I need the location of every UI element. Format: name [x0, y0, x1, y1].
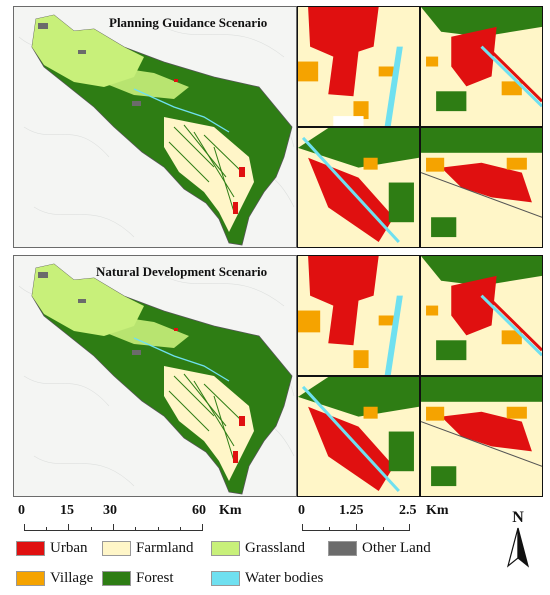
legend-swatch: [211, 541, 240, 556]
zoom-grid-natural: [297, 255, 543, 497]
legend-swatch: [16, 541, 45, 556]
farmland-forest-streaks: [168, 124, 243, 213]
scale-tick: [409, 524, 410, 531]
legend-label: Other Land: [362, 540, 431, 556]
legend-swatch: [102, 571, 131, 586]
urban-patches: [174, 328, 245, 463]
grassland-zone: [109, 316, 189, 348]
zoom-cell: [298, 128, 419, 247]
scale-tick: [202, 524, 203, 531]
zoom-cell: [298, 256, 419, 375]
legend-item-other-land: Other Land: [328, 540, 431, 557]
scale-tick: [158, 527, 159, 531]
scale-tick-label: 0: [298, 503, 305, 518]
legend-item-urban: Urban: [16, 540, 88, 557]
scale-tick: [46, 527, 47, 531]
grassland-zone: [109, 67, 189, 99]
river: [133, 337, 230, 382]
north-label: N: [512, 509, 524, 526]
legend-swatch: [211, 571, 240, 586]
legend-label: Farmland: [136, 540, 194, 556]
zoom-cell: [421, 377, 542, 496]
scale-unit: Km: [426, 503, 449, 518]
scale-tick: [135, 527, 136, 531]
legend-item-farmland: Farmland: [102, 540, 194, 557]
legend-item-village: Village: [16, 570, 93, 587]
farmland-forest-streaks: [168, 373, 243, 462]
north-arrow-icon: [506, 527, 530, 568]
other-land-patches: [38, 23, 141, 106]
scale-tick-label: 2.5: [399, 503, 417, 518]
other-land-patches: [38, 272, 141, 355]
scale-tick: [383, 527, 384, 531]
legend-label: Forest: [136, 570, 174, 586]
scale-tick-label: 0: [18, 503, 25, 518]
scale-tick-label: 1.25: [339, 503, 364, 518]
scale-tick: [329, 527, 330, 531]
legend-label: Grassland: [245, 540, 305, 556]
legend-item-grassland: Grassland: [211, 540, 305, 557]
zoom-grid-planning: [297, 6, 543, 248]
legend-label: Village: [50, 570, 94, 586]
scale-unit: Km: [219, 503, 242, 518]
legend-label: Water bodies: [245, 570, 324, 586]
legend-label: Urban: [50, 540, 88, 556]
overview-map-planning: Planning Guidance Scenario: [13, 6, 297, 248]
legend-swatch: [328, 541, 357, 556]
scale-tick: [356, 524, 357, 531]
legend-swatch: [102, 541, 131, 556]
scale-tick-label: 60: [192, 503, 206, 518]
urban-patches: [174, 79, 245, 214]
scale-tick-label: 30: [103, 503, 117, 518]
scenario-title: Planning Guidance Scenario: [109, 15, 268, 30]
river: [133, 88, 230, 133]
scale-tick: [180, 527, 181, 531]
legend-swatch: [16, 571, 45, 586]
zoom-cell: [298, 7, 419, 126]
scale-tick: [24, 524, 25, 531]
zoom-cell: [421, 7, 542, 126]
overview-map-natural: Natural Development Scenario: [13, 255, 297, 497]
scale-tick: [302, 524, 303, 531]
zoom-cell: [298, 377, 419, 496]
north-arrow: N: [502, 510, 534, 570]
scale-tick-label: 15: [60, 503, 74, 518]
legend-item-water: Water bodies: [211, 570, 323, 587]
legend-item-forest: Forest: [102, 570, 174, 587]
scale-tick: [91, 527, 92, 531]
zoom-cell: [421, 128, 542, 247]
scale-tick: [68, 524, 69, 531]
scenario-title: Natural Development Scenario: [96, 264, 268, 279]
scale-tick: [113, 524, 114, 531]
zoom-cell: [421, 256, 542, 375]
